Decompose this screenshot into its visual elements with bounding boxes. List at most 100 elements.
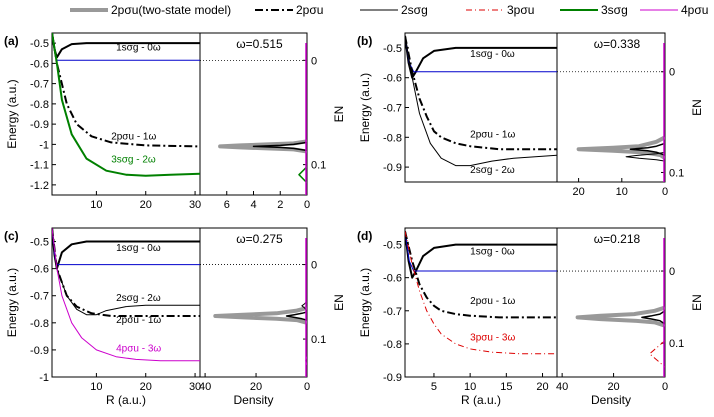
en-tick-label: 0 xyxy=(669,266,675,278)
energy-curves xyxy=(52,228,200,362)
density-line xyxy=(575,305,665,328)
y-tick-label: -0.6 xyxy=(30,264,49,276)
omega-label: ω=0.275 xyxy=(236,232,283,246)
series-line xyxy=(405,231,557,279)
x-tick-label: 10 xyxy=(90,381,102,393)
omega-label: ω=0.218 xyxy=(594,232,641,246)
legend-label: 2sσg xyxy=(401,3,428,17)
y-tick-label: -1 xyxy=(39,372,49,384)
y-tick-label: -0.8 xyxy=(30,318,49,330)
en-axis-label: EN xyxy=(690,99,704,116)
legend-entry: 2sσg xyxy=(360,3,428,17)
y-tick-label: -0.7 xyxy=(383,103,402,115)
series-line xyxy=(405,231,557,272)
r-axis-label: R (a.u.) xyxy=(106,393,146,407)
y-tick-label: -0.8 xyxy=(30,99,49,111)
energy-axes-frame xyxy=(51,32,201,196)
y-tick-label: -0.7 xyxy=(30,291,49,303)
density-tick-label: 20 xyxy=(250,381,262,393)
density-line xyxy=(576,135,665,160)
density-axes-frame xyxy=(556,227,666,378)
density-line xyxy=(649,340,665,368)
energy-curves xyxy=(52,33,200,177)
en-tick-label: 0.1 xyxy=(311,334,326,346)
y-tick-label: -0.6 xyxy=(383,73,402,85)
density-tick-label: 0 xyxy=(304,381,310,393)
curve-annotation: 2sσg - 2ω xyxy=(470,165,515,176)
y-tick-label: -0.9 xyxy=(383,162,402,174)
y-tick-label: -0.5 xyxy=(30,237,49,249)
density-tick-label: 2 xyxy=(277,199,283,211)
x-tick-label: 5 xyxy=(431,381,437,393)
density-tick-label: 4 xyxy=(250,199,256,211)
y-tick-label: -0.5 xyxy=(383,43,402,55)
density-line xyxy=(629,142,665,156)
curve-annotation: 1sσg - 0ω xyxy=(470,246,515,257)
x-tick-label: 30 xyxy=(189,381,201,393)
panel-label: (a) xyxy=(4,34,19,48)
y-tick-label: -1.2 xyxy=(30,180,49,192)
y-tick-label: -1 xyxy=(39,139,49,151)
energy-axis-label: Energy (a.u.) xyxy=(5,268,19,337)
curve-annotation: 2pσu - 1ω xyxy=(470,296,515,307)
y-tick-label: -0.6 xyxy=(30,58,49,70)
legend-label: 3pσu xyxy=(507,3,534,17)
en-tick-label: 0 xyxy=(311,260,317,272)
y-tick-label: -0.8 xyxy=(383,132,402,144)
curve-annotation: 2pσu - 1ω xyxy=(470,129,515,140)
series-line xyxy=(405,35,557,79)
density-tick-label: 40 xyxy=(199,381,211,393)
density-tick-label: 6 xyxy=(224,199,230,211)
density-axis-label: Density xyxy=(591,393,631,407)
en-axis-label: EN xyxy=(690,294,704,311)
y-tick-label: -0.5 xyxy=(30,38,49,50)
energy-axis-label: Energy (a.u.) xyxy=(358,268,372,337)
density-tick-label: 40 xyxy=(556,381,568,393)
y-tick-label: -0.5 xyxy=(383,240,402,252)
y-tick-label: -1.1 xyxy=(30,160,49,172)
y-tick-label: -0.7 xyxy=(30,79,49,91)
curve-annotation: 2sσg - 2ω xyxy=(116,293,161,304)
x-tick-label: 30 xyxy=(189,199,201,211)
series-line xyxy=(405,35,557,167)
en-tick-label: 0.1 xyxy=(669,338,684,350)
energy-curves xyxy=(405,35,557,167)
legend-label: 4pσu xyxy=(681,3,708,17)
legend-entry: 3sσg xyxy=(560,3,628,17)
density-line xyxy=(298,166,307,184)
x-tick-label: 20 xyxy=(536,381,548,393)
curve-annotation: 4pσu - 3ω xyxy=(116,343,161,354)
density-line xyxy=(213,305,307,325)
density-axis-label: Density xyxy=(233,393,273,407)
legend-label: 2pσu xyxy=(296,3,323,17)
energy-axis-label: Energy (a.u.) xyxy=(5,79,19,148)
density-line xyxy=(641,310,665,325)
density-tick-label: 20 xyxy=(607,381,619,393)
curve-annotation: 2pσu - 1ω xyxy=(116,315,161,326)
panel: (d) -0.5 -0.6 -0.7 -0.8 -0.9 5 10 15 20 40 20 0 0 0.1 E… xyxy=(357,227,704,407)
en-tick-label: 0 xyxy=(669,67,675,79)
y-tick-label: -0.8 xyxy=(383,339,402,351)
curve-annotation: 3sσg - 2ω xyxy=(111,155,156,166)
density-axes-frame xyxy=(199,227,308,378)
panel: (a) -0.5-0.6-0.7-0.8-0.9-1-1.1-1.210 20 30 6… xyxy=(4,32,346,211)
en-tick-label: 0.1 xyxy=(669,167,684,179)
density-line xyxy=(625,151,665,162)
density-axes-frame xyxy=(556,32,666,183)
legend: 2pσu(two-state model) 2pσu 2sσg 3pσu 3sσg 4pσ… xyxy=(70,3,708,17)
density-tick-label: 0 xyxy=(304,199,310,211)
x-tick-label: 20 xyxy=(140,199,152,211)
legend-label: 2pσu(two-state model) xyxy=(111,3,231,17)
curve-annotation: 2pσu - 1ω xyxy=(111,131,156,142)
density-line xyxy=(252,141,307,152)
series-line xyxy=(52,228,200,317)
legend-entry: 2pσu xyxy=(255,3,323,17)
omega-label: ω=0.515 xyxy=(236,37,283,51)
y-tick-label: -0.9 xyxy=(383,372,402,384)
legend-entry: 4pσu xyxy=(640,3,708,17)
density-curves xyxy=(218,139,307,184)
density-line xyxy=(285,311,307,321)
y-tick-label: -0.7 xyxy=(383,306,402,318)
